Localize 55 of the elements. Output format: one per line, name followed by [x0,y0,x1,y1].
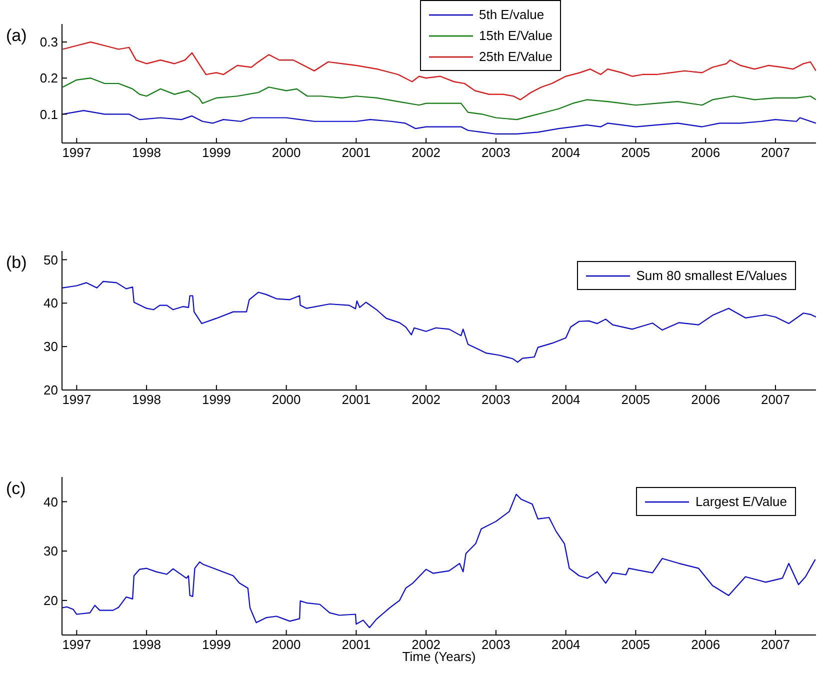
x-tick-label: 1999 [202,145,231,160]
x-tick-label: 2006 [691,392,720,408]
x-tick-label: 2001 [342,637,371,652]
x-tick-label: 2007 [761,637,790,652]
line-series [62,494,816,628]
line-series [62,110,816,135]
x-tick-label: 2003 [481,637,510,652]
x-tick-label: 1999 [202,637,231,652]
x-tick-label: 1997 [62,637,92,652]
x-tick-label: 2001 [342,392,371,408]
y-tick-label: 0.3 [40,34,58,50]
x-tick-label: 2001 [342,145,371,160]
legend-label: Sum 80 smallest E/Values [636,268,787,283]
x-tick-label: 2005 [621,637,650,652]
x-tick-label: 1997 [62,145,92,160]
x-tick-label: 2006 [691,637,720,652]
x-tick-label: 2004 [551,145,580,160]
x-tick-label: 1999 [202,392,231,408]
x-tick-label: 2000 [272,145,301,160]
x-tick-label: 2006 [691,145,720,160]
y-tick-label: 0.2 [40,70,58,86]
x-tick-label: 2002 [412,145,441,160]
line-series [62,78,816,120]
x-tick-label: 2004 [551,637,580,652]
x-tick-label: 2007 [761,392,790,408]
x-tick-label: 1997 [62,392,92,408]
x-tick-label: 2000 [272,637,301,652]
chart-title: (c) [6,479,26,499]
x-tick-label: 2005 [621,392,650,408]
x-tick-label: 1998 [132,392,162,408]
line-series [62,280,816,363]
line-series [62,41,816,100]
legend-label: 25th E/Value [479,49,552,64]
y-tick-label: 20 [44,382,58,398]
x-tick-label: 2005 [621,145,650,160]
x-tick-label: 2003 [481,145,510,160]
x-tick-label: 2007 [761,145,790,160]
y-tick-label: 50 [44,252,58,268]
y-tick-label: 0.1 [40,106,58,122]
y-tick-label: 30 [44,339,58,354]
y-tick-label: 30 [44,544,58,559]
legend-label: Largest E/Value [695,494,787,509]
y-tick-label: 20 [44,593,58,608]
legend-label: 5th E/value [479,7,544,22]
legend-label: 15th E/Value [479,28,552,43]
x-tick-label: 2003 [481,392,510,408]
chart-title: (b) [6,253,27,273]
x-tick-label: 1998 [132,637,162,652]
x-tick-label: 2004 [551,392,580,408]
y-tick-label: 40 [44,296,58,311]
x-tick-label: 2000 [272,392,301,408]
y-tick-label: 40 [44,494,58,510]
chart-title: (a) [6,26,27,46]
x-tick-label: 1998 [132,145,162,160]
x-tick-label: 2002 [412,392,441,408]
